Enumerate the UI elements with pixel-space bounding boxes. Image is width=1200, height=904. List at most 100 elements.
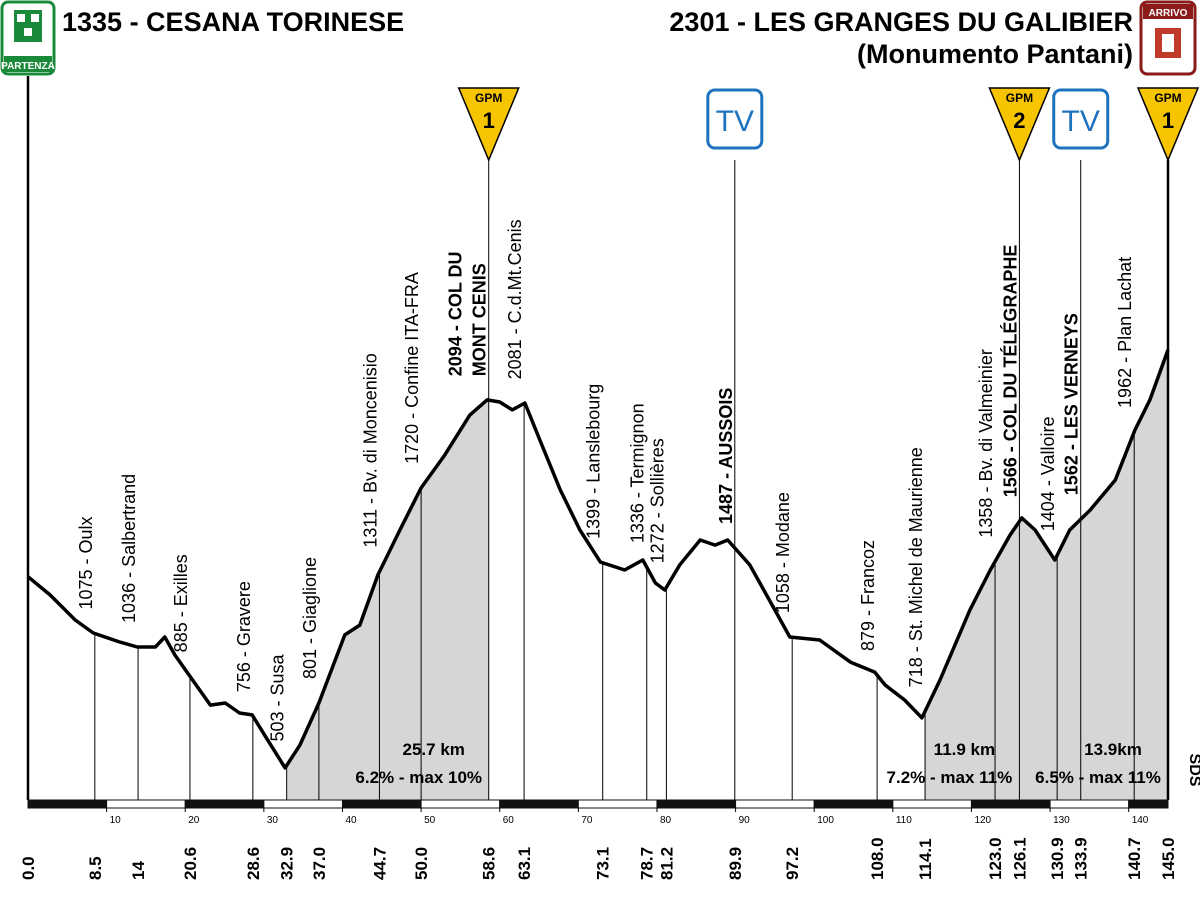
waypoint-label: 879 - Francoz	[858, 540, 878, 651]
climb-length: 11.9 km	[934, 740, 995, 759]
label-gap	[1000, 240, 1019, 502]
start-flag-check	[31, 14, 39, 22]
waypoint-km: 37.0	[310, 847, 329, 880]
x-tick-label: 70	[581, 815, 593, 826]
x-tick-label: 110	[896, 815, 912, 826]
x-tick-label: 130	[1053, 815, 1070, 826]
waypoint-km: 44.7	[370, 847, 389, 880]
waypoint-label: 2094 - COL DU	[446, 251, 466, 376]
waypoint-km: 78.7	[638, 847, 657, 880]
x-tick-label: 90	[739, 815, 751, 826]
waypoint-label: 503 - Susa	[268, 653, 288, 741]
waypoint-km: 63.1	[515, 847, 534, 880]
waypoint-km: 28.6	[244, 847, 263, 880]
waypoint-km: 89.9	[726, 847, 745, 880]
tv-marker	[706, 88, 764, 150]
waypoint-label: 885 - Exilles	[171, 554, 191, 652]
gpm-marker	[1136, 87, 1200, 162]
distance-bar-segment	[735, 799, 815, 809]
finish-badge: ARRIVO	[1139, 0, 1197, 76]
waypoint-km: 108.0	[868, 837, 887, 880]
distance-bar-segment	[1049, 799, 1130, 809]
distance-bar-segment	[341, 799, 422, 809]
waypoint-label: 1562 - LES VERNEYS	[1062, 313, 1082, 495]
climb-length: 25.7 km	[403, 740, 465, 759]
waypoint-label: 1399 - Lanslebourg	[584, 384, 604, 539]
x-tick-label: 50	[424, 815, 436, 826]
climb-area	[286, 399, 489, 800]
finish-badge-band	[1143, 4, 1193, 19]
start-badge: PARTENZA	[0, 0, 56, 76]
label-gap	[469, 259, 488, 381]
waypoint-km: 126.1	[1010, 837, 1029, 880]
waypoint-km: 0.0	[19, 856, 38, 880]
waypoint-km: 130.9	[1048, 837, 1067, 880]
waypoint-km: 20.6	[181, 847, 200, 880]
waypoint-label: 1311 - Bv. di Moncenisio	[360, 353, 380, 547]
climb-grade: 6.5% - max 11%	[1035, 768, 1161, 787]
tv-text: TV	[1062, 105, 1100, 138]
distance-bar-segment	[577, 799, 658, 809]
climb-grade: 7.2% - max 11%	[887, 768, 1013, 787]
climb-grade: 6.2% - max 10%	[355, 768, 482, 787]
waypoint-label: 1075 - Oulx	[76, 516, 96, 609]
waypoint-km: 114.1	[916, 838, 935, 880]
start-label: 1335 - CESANA TORINESE	[62, 7, 404, 37]
finish-badge-text: ARRIVO	[1149, 8, 1188, 19]
credit: SDS	[1186, 754, 1200, 787]
waypoint-km: 73.1	[594, 847, 613, 880]
finish-sublabel: (Monumento Pantani)	[857, 39, 1133, 69]
x-tick-label: 120	[974, 815, 991, 826]
distance-bar-segment	[499, 799, 579, 809]
climb-area	[1019, 349, 1168, 800]
gpm-text: GPM	[475, 91, 502, 105]
waypoint-label: 1058 - Modane	[773, 492, 793, 613]
gpm-marker	[988, 87, 1051, 162]
tv-marker	[1052, 88, 1110, 150]
waypoint-label: 1336 - Termignon	[628, 403, 648, 543]
x-tick-label: 20	[188, 815, 200, 826]
start-flag-check	[24, 28, 32, 36]
gpm-marker	[457, 87, 520, 162]
waypoint-km: 14	[129, 861, 148, 880]
start-badge-band	[4, 56, 52, 72]
waypoint-label: 1358 - Bv. di Valmeinier	[976, 349, 996, 537]
x-tick-label: 100	[817, 815, 834, 826]
distance-bar-segment	[420, 799, 501, 809]
x-tick-label: 40	[345, 815, 357, 826]
waypoint-label: 1404 - Valloire	[1038, 416, 1058, 531]
gpm-text: GPM	[1006, 91, 1033, 105]
gpm-category: 1	[1162, 108, 1174, 133]
waypoint-km: 97.2	[783, 847, 802, 880]
profile-line	[26, 349, 1170, 770]
label-gap	[1061, 309, 1080, 500]
gpm-text: GPM	[1154, 91, 1181, 105]
finish-label: 2301 - LES GRANGES DU GALIBIER	[669, 7, 1133, 37]
label-gap	[715, 383, 734, 528]
waypoint-km: 50.0	[412, 847, 431, 880]
x-tick-label: 30	[267, 815, 279, 826]
waypoint-label: 1720 - Confine ITA-FRA	[402, 272, 422, 464]
climb-area	[925, 521, 1020, 800]
x-tick-label: 140	[1132, 815, 1149, 826]
waypoint-label: MONT CENIS	[470, 263, 490, 376]
start-flag-check	[17, 14, 25, 22]
waypoint-km: 58.6	[480, 847, 499, 880]
start-badge-text: PARTENZA	[1, 61, 55, 72]
waypoint-km: 8.5	[86, 856, 105, 880]
waypoint-label: 1272 - Sollières	[647, 438, 667, 563]
waypoint-label: 1962 - Plan Lachat	[1115, 257, 1135, 408]
distance-bar-segment	[970, 799, 1051, 809]
finish-icon	[1155, 28, 1181, 58]
waypoint-km: 123.0	[986, 837, 1005, 880]
x-tick-label: 10	[110, 815, 122, 826]
waypoint-label: 1487 - AUSSOIS	[716, 388, 736, 524]
finish-badge-frame	[1139, 0, 1197, 76]
distance-bar-segment	[892, 799, 972, 809]
x-tick-label: 80	[660, 815, 672, 826]
waypoint-km: 133.9	[1072, 837, 1091, 880]
waypoint-label: 718 - St. Michel de Maurienne	[906, 447, 926, 687]
distance-bar-segment	[656, 799, 737, 809]
waypoint-label: 756 - Gravere	[234, 581, 254, 692]
